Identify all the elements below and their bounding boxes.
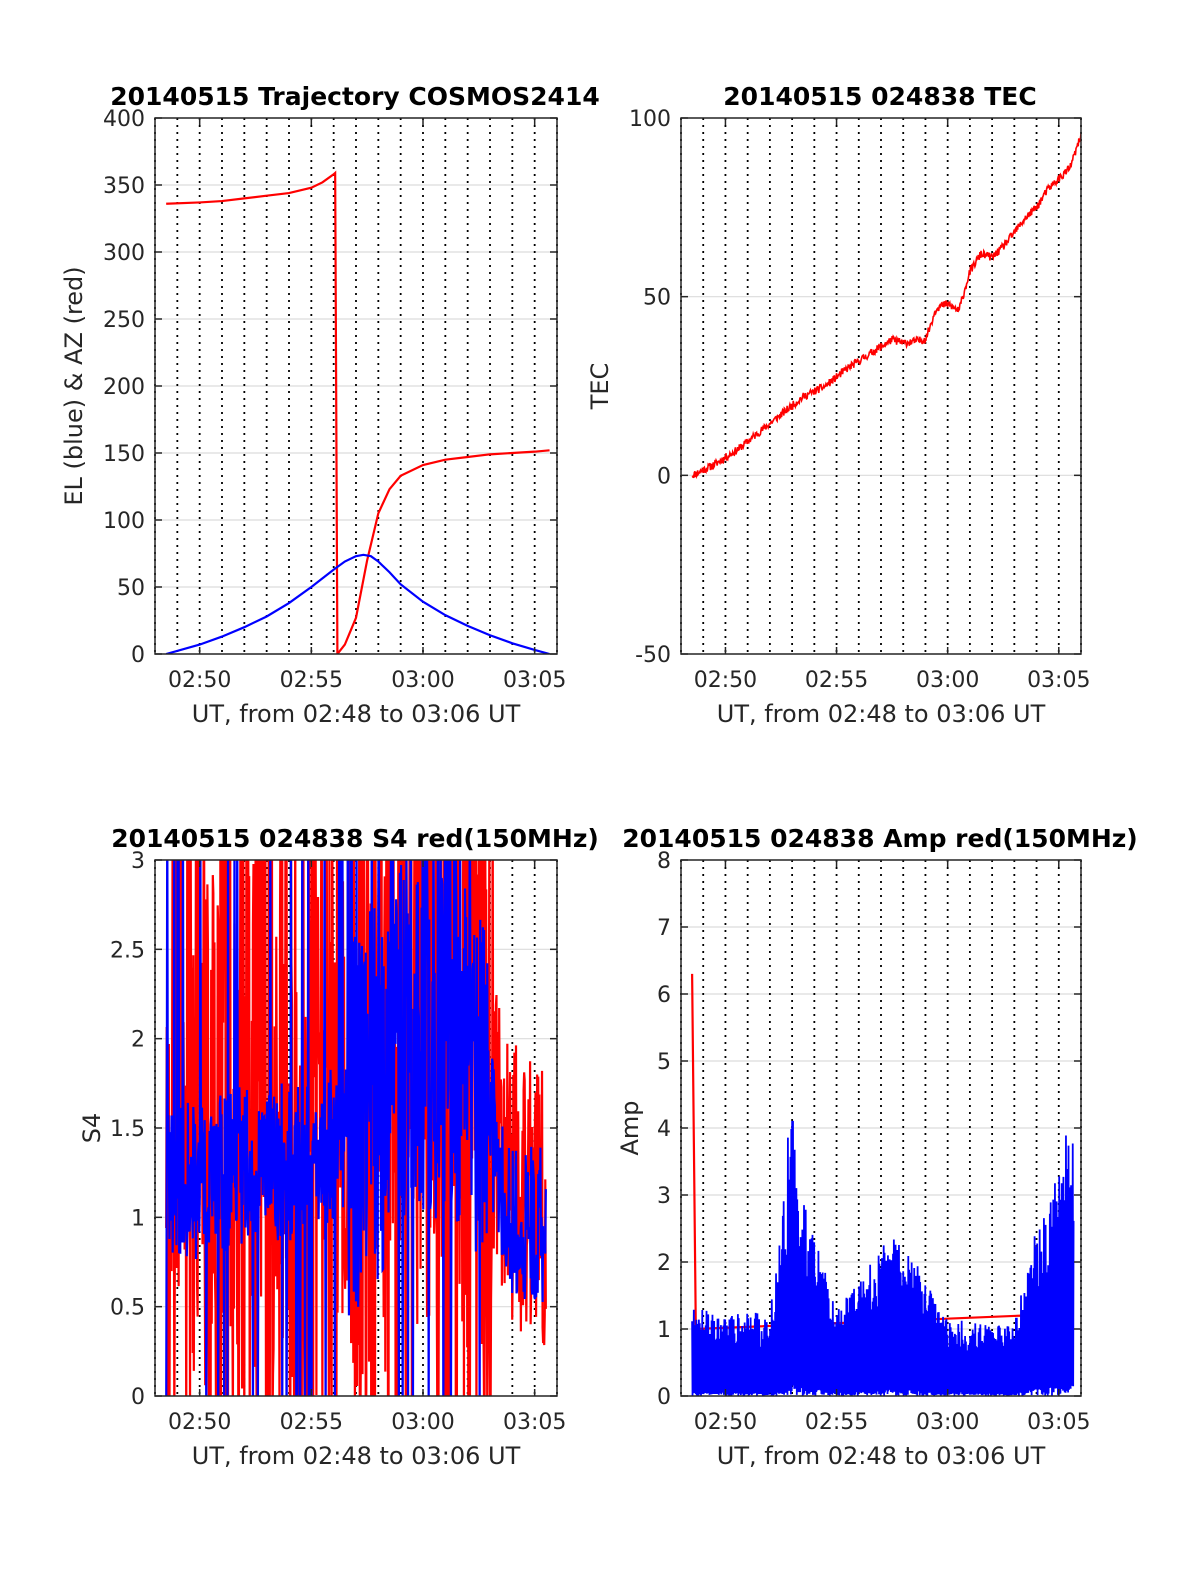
y-tick-label: 400 <box>103 107 145 132</box>
x-tick-label: 02:55 <box>805 668 868 693</box>
x-tick-label: 03:00 <box>391 668 454 693</box>
y-tick-label: 350 <box>103 174 145 199</box>
x-tick-label: 02:50 <box>168 668 231 693</box>
axes-frame <box>680 117 1082 655</box>
y-tick-label: -50 <box>635 643 671 668</box>
y-axis-label: S4 <box>78 1113 106 1144</box>
y-tick-label: 5 <box>657 1050 671 1075</box>
x-tick-label: 02:50 <box>168 1410 231 1435</box>
y-tick-label: 2 <box>131 1028 145 1053</box>
y-axis-label: TEC <box>586 363 614 411</box>
y-tick-label: 50 <box>117 576 145 601</box>
chart-title: 20140515 024838 S4 red(150MHz) <box>111 824 599 853</box>
y-tick-label: 1 <box>657 1318 671 1343</box>
y-tick-label: 0.5 <box>110 1296 145 1321</box>
x-tick-label: 03:00 <box>391 1410 454 1435</box>
x-tick-label: 03:05 <box>1027 668 1090 693</box>
y-tick-label: 100 <box>629 107 671 132</box>
chart-panel-3: 0 0.5 1 1.5 2 2.5 3 02:50 02:55 03:00 03:05 2014051… <box>78 824 599 1470</box>
data-layer <box>691 973 1075 1396</box>
x-tick-label: 03:00 <box>916 668 979 693</box>
x-tick-label: 03:05 <box>503 668 566 693</box>
x-axis-label: UT, from 02:48 to 03:06 UT <box>717 700 1046 728</box>
y-tick-label: 0 <box>657 464 671 489</box>
y-axis-label: EL (blue) & AZ (red) <box>60 266 88 505</box>
chart-panel-2: -50 0 50 100 02:50 02:55 03:00 03:05 20140515 02… <box>586 82 1090 728</box>
y-tick-label: 200 <box>103 375 145 400</box>
y-tick-label: 50 <box>643 286 671 311</box>
chart-title: 20140515 024838 Amp red(150MHz) <box>622 824 1138 853</box>
y-tick-label: 4 <box>657 1117 671 1142</box>
x-tick-label: 03:05 <box>503 1410 566 1435</box>
x-tick-label: 02:55 <box>280 1410 343 1435</box>
series-line-blue <box>691 1120 1075 1396</box>
x-tick-label: 02:50 <box>694 668 757 693</box>
x-tick-label: 02:55 <box>280 668 343 693</box>
series-line-blue <box>165 553 550 654</box>
y-tick-label: 0 <box>131 1385 145 1410</box>
y-tick-label: 3 <box>131 849 145 874</box>
chart-title: 20140515 024838 TEC <box>723 82 1036 111</box>
x-tick-label: 02:55 <box>805 1410 868 1435</box>
y-tick-label: 0 <box>131 643 145 668</box>
series-line-red <box>691 133 1081 480</box>
y-tick-label: 1 <box>131 1206 145 1231</box>
y-tick-label: 0 <box>657 1385 671 1410</box>
x-tick-label: 03:05 <box>1027 1410 1090 1435</box>
data-layer <box>165 860 547 1396</box>
y-tick-label: 1.5 <box>110 1117 145 1142</box>
y-tick-label: 300 <box>103 241 145 266</box>
data-layer <box>165 170 550 654</box>
y-tick-label: 250 <box>103 308 145 333</box>
x-axis-label: UT, from 02:48 to 03:06 UT <box>717 1442 1046 1470</box>
data-layer <box>691 133 1081 480</box>
x-axis-label: UT, from 02:48 to 03:06 UT <box>192 1442 521 1470</box>
y-tick-label: 3 <box>657 1184 671 1209</box>
x-tick-label: 03:00 <box>916 1410 979 1435</box>
series-line-red <box>166 170 550 654</box>
y-tick-label: 2.5 <box>110 938 145 963</box>
y-tick-label: 150 <box>103 442 145 467</box>
chart-title: 20140515 Trajectory COSMOS2414 <box>110 82 600 111</box>
series-line-blue <box>165 860 547 1396</box>
chart-panel-4: 0 1 2 3 4 5 6 7 8 02:50 02:55 03:00 03:05 20140515 02… <box>616 824 1138 1470</box>
chart-panel-1: 0 50 100 150 200 250 300 350 400 02:50 02:55 03:00 0… <box>60 82 600 728</box>
y-tick-label: 7 <box>657 916 671 941</box>
y-tick-label: 6 <box>657 983 671 1008</box>
y-tick-label: 2 <box>657 1251 671 1276</box>
y-tick-label: 100 <box>103 509 145 534</box>
x-tick-label: 02:50 <box>694 1410 757 1435</box>
y-tick-label: 8 <box>657 849 671 874</box>
x-axis-label: UT, from 02:48 to 03:06 UT <box>192 700 521 728</box>
y-axis-label: Amp <box>616 1100 644 1155</box>
